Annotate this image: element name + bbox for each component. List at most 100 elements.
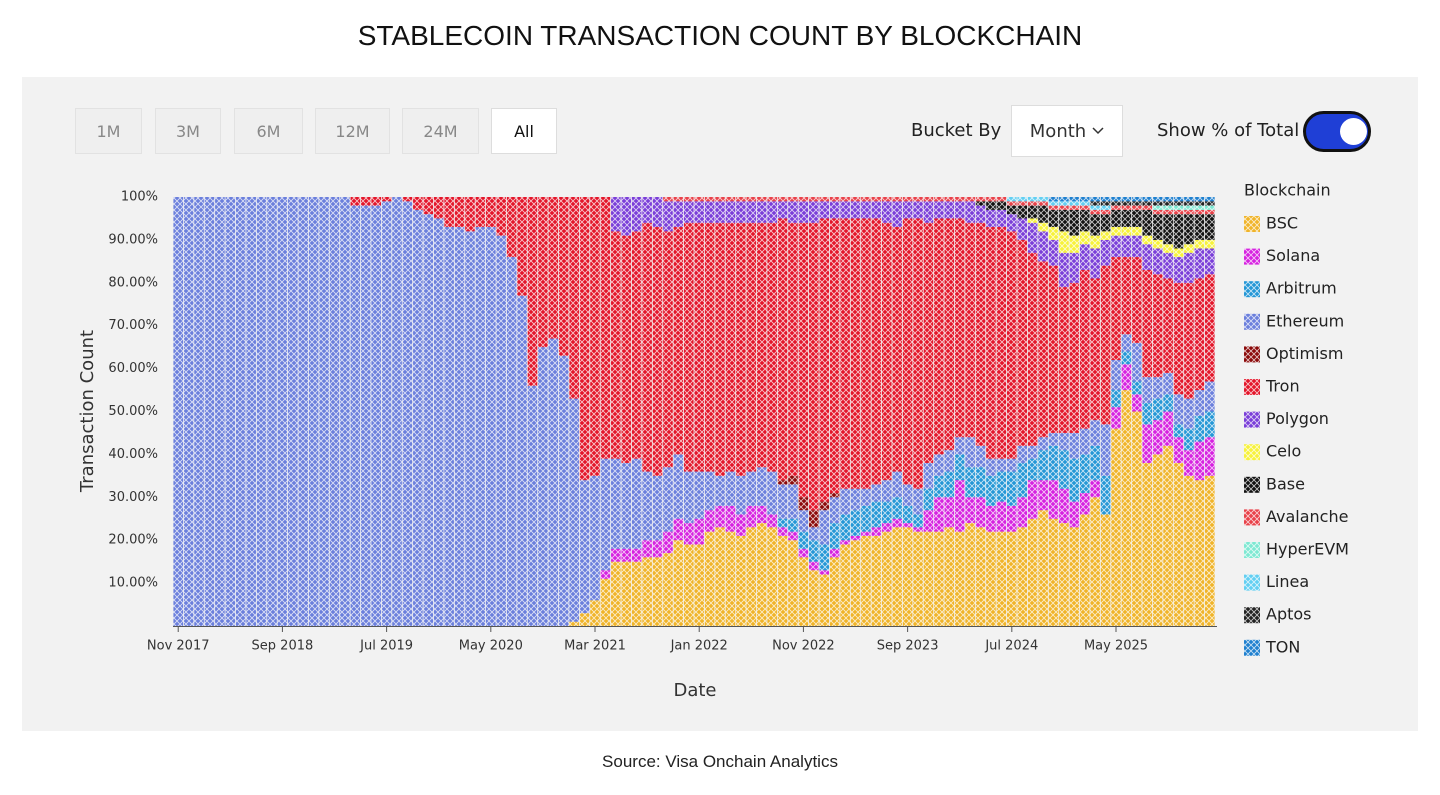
bar-segment — [256, 197, 267, 626]
bar-segment — [1194, 480, 1205, 626]
bar-segment — [225, 197, 236, 626]
bar-segment — [1059, 450, 1069, 489]
y-tick-label: 70.00% — [108, 318, 158, 333]
bar-segment — [1121, 364, 1132, 391]
y-axis-title: Transaction Count — [77, 330, 98, 493]
bar-segment — [663, 197, 673, 202]
bar-segment — [850, 197, 861, 202]
bar-segment — [694, 222, 705, 472]
bar-segment — [506, 197, 517, 258]
bar-segment — [923, 201, 934, 223]
bar-segment — [1048, 209, 1059, 228]
bar-segment — [1038, 222, 1048, 232]
bar-segment — [673, 454, 684, 519]
bar-segment — [1173, 257, 1184, 283]
bar-segment — [600, 570, 611, 579]
bar-segment — [986, 209, 996, 228]
x-tick-label: Sep 2023 — [877, 639, 939, 654]
bar-segment — [683, 523, 694, 545]
range-button[interactable]: 24M — [402, 108, 479, 154]
bar-segment — [1079, 514, 1090, 626]
bar-segment — [881, 197, 892, 202]
bar-segment — [986, 505, 996, 532]
legend-swatch — [1244, 444, 1260, 461]
bar-segment — [819, 218, 830, 502]
bar-segment — [1111, 390, 1121, 408]
bar-segment — [1173, 282, 1184, 395]
bar-segment — [1048, 197, 1059, 202]
bar-segment — [809, 561, 819, 571]
bar-segment — [1132, 381, 1142, 395]
bar-segment — [1121, 235, 1132, 258]
bar-segment — [538, 197, 548, 348]
bar-segment — [1111, 197, 1121, 202]
bar-segment — [892, 197, 902, 202]
bar-segment — [1194, 209, 1205, 215]
bar-segment — [756, 222, 767, 468]
bar-segment — [756, 201, 767, 223]
legend-label: Polygon — [1266, 409, 1329, 428]
bar-segment — [1090, 248, 1100, 279]
bar-segment — [1038, 261, 1048, 438]
bar-segment — [829, 218, 840, 494]
bar-segment — [1100, 475, 1111, 515]
bar-segment — [1184, 398, 1194, 429]
bucket-dropdown[interactable]: Month — [1011, 105, 1123, 157]
bar-segment — [861, 201, 871, 219]
bar-segment — [1027, 518, 1038, 626]
bar-segment — [715, 505, 725, 528]
bar-segment — [1204, 214, 1215, 240]
bar-segment — [788, 484, 798, 519]
bar-segment — [934, 218, 944, 455]
bar-segment — [861, 531, 871, 536]
range-button[interactable]: 3M — [155, 108, 221, 154]
bar-segment — [1048, 445, 1059, 481]
bar-segment — [558, 355, 569, 626]
bar-segment — [840, 488, 850, 515]
percent-toggle[interactable] — [1303, 111, 1371, 152]
bar-segment — [777, 518, 788, 528]
bar-segment — [1152, 214, 1163, 240]
bar-segment — [986, 201, 996, 210]
x-tick-label: Sep 2018 — [252, 639, 314, 654]
bar-segment — [694, 544, 705, 626]
bar-segment — [715, 475, 725, 506]
bar-segment — [1048, 432, 1059, 446]
bar-segment — [517, 295, 527, 626]
bar-segment — [1132, 394, 1142, 412]
bar-segment — [663, 531, 673, 554]
bar-segment — [1173, 248, 1184, 258]
bar-segment — [892, 201, 902, 228]
bar-segment — [913, 197, 923, 202]
range-button[interactable]: All — [491, 108, 557, 154]
bar-segment — [621, 197, 632, 236]
bar-segment — [1142, 244, 1153, 270]
bar-segment — [715, 197, 725, 202]
bar-segment — [1163, 411, 1173, 446]
bar-segment — [819, 574, 830, 626]
bar-segment — [913, 218, 923, 489]
bar-segment — [1017, 201, 1028, 206]
legend-swatch — [1244, 574, 1260, 591]
bar-segment — [1027, 480, 1038, 519]
bar-segment — [902, 218, 913, 485]
bar-segment — [944, 218, 955, 451]
y-tick-label: 90.00% — [108, 232, 158, 247]
bar-segment — [902, 523, 913, 528]
legend-label: Celo — [1266, 442, 1301, 461]
bar-segment — [1027, 197, 1038, 202]
bar-segment — [1069, 235, 1080, 253]
bar-segment — [756, 197, 767, 202]
bar-segment — [725, 531, 736, 626]
bar-segment — [1027, 222, 1038, 253]
bar-segment — [454, 227, 465, 626]
bar-segment — [1173, 437, 1184, 463]
range-button[interactable]: 6M — [234, 108, 303, 154]
range-button[interactable]: 1M — [75, 108, 142, 154]
bar-segment — [683, 201, 694, 223]
range-button[interactable]: 12M — [315, 108, 390, 154]
bar-segment — [913, 201, 923, 219]
bar-segment — [861, 218, 871, 489]
bar-segment — [673, 227, 684, 455]
